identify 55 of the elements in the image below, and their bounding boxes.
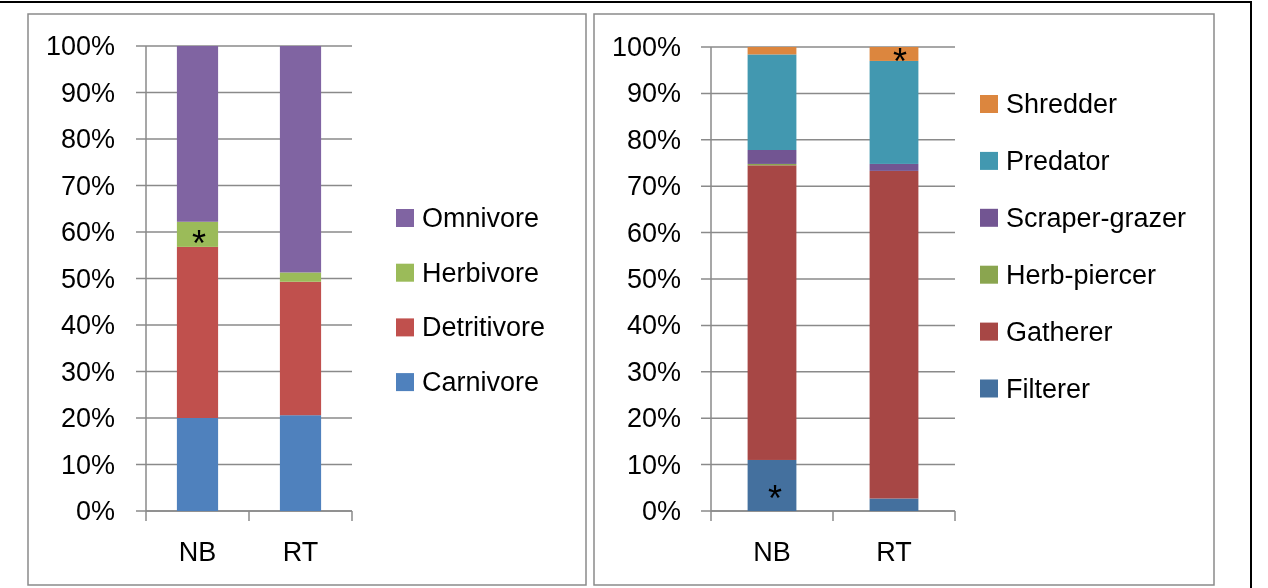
y-tick-label: 60% (60, 217, 115, 247)
bar (279, 46, 322, 273)
legend-label: Predator (1006, 145, 1110, 176)
y-tick-label: 70% (626, 171, 681, 202)
legend-label: Shredder (1006, 89, 1118, 119)
y-tick-label: 70% (60, 170, 115, 201)
legend-label: Carnivore (422, 367, 540, 398)
bar (869, 163, 919, 171)
bar (869, 498, 919, 511)
annotation: * (892, 40, 908, 82)
y-tick-label: 90% (60, 77, 115, 108)
y-tick-label: 30% (626, 356, 681, 387)
x-tick-label: NB (178, 537, 217, 567)
bar (176, 246, 219, 418)
bar (279, 272, 322, 282)
bar (869, 60, 919, 164)
legend-label: Herbivore (422, 257, 540, 288)
bar (747, 54, 797, 151)
y-tick-label: 40% (626, 310, 681, 341)
y-tick-label: 50% (626, 264, 681, 294)
y-tick-label: 10% (626, 449, 681, 480)
y-tick-label: 100% (45, 31, 115, 61)
y-tick-label: 60% (626, 217, 681, 248)
y-tick-label: 50% (60, 263, 115, 294)
bar (869, 170, 919, 499)
y-tick-label: 90% (626, 78, 681, 109)
y-tick-label: 20% (626, 403, 681, 434)
bar (279, 415, 322, 511)
bar (747, 47, 797, 55)
y-tick-label: 10% (60, 449, 115, 480)
annotation: * (191, 222, 207, 264)
y-tick-label: 30% (60, 356, 115, 387)
bar (747, 459, 797, 511)
y-tick-label: 80% (60, 124, 115, 154)
bar (176, 418, 219, 511)
legend-label: Omnivore (422, 203, 540, 233)
bar (279, 281, 322, 416)
y-tick-label: 80% (626, 124, 681, 155)
bar (747, 150, 797, 164)
legend-label: Filterer (1006, 373, 1091, 404)
legend-label: Detritivore (422, 312, 546, 343)
annotation: * (767, 477, 783, 519)
x-tick-label: RT (876, 537, 912, 567)
y-tick-label: 40% (60, 310, 115, 340)
legend-label: Gatherer (1006, 316, 1113, 347)
x-tick-label: RT (282, 537, 319, 567)
bar (176, 46, 219, 222)
y-tick-label: 0% (641, 496, 681, 526)
legend-label: Scraper-grazer (1006, 202, 1187, 233)
y-tick-label: 100% (611, 32, 681, 62)
y-tick-label: 0% (75, 496, 115, 526)
bar (747, 165, 797, 460)
legend-label: Herb-piercer (1006, 259, 1157, 290)
y-tick-label: 20% (60, 403, 115, 433)
x-tick-label: NB (753, 537, 791, 567)
